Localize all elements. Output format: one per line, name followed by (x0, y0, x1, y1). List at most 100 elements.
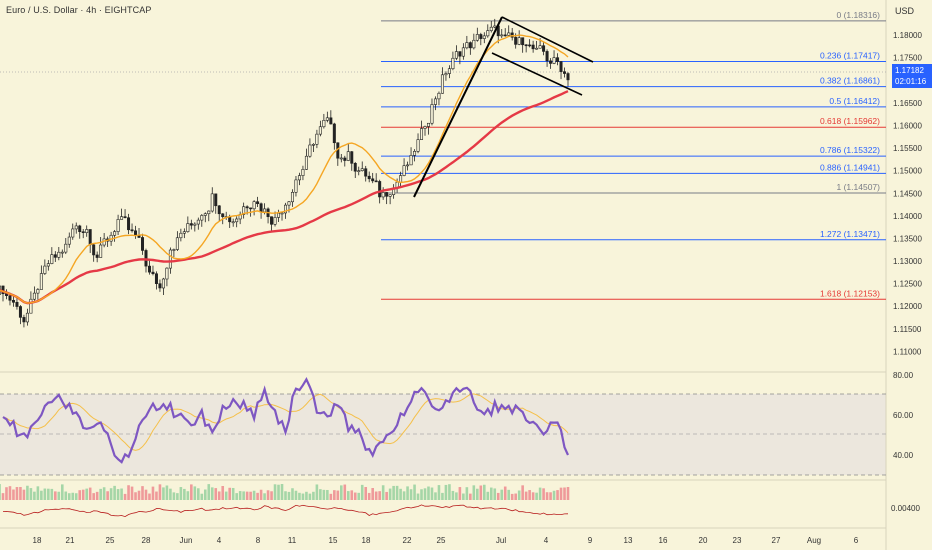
candle-body (85, 229, 89, 233)
volume-bar (444, 484, 448, 500)
candle-body (36, 289, 40, 294)
volume-bar (74, 493, 78, 500)
candle-body (39, 273, 43, 290)
candle-body (454, 51, 458, 59)
volume-bar (294, 490, 298, 500)
candle-body (556, 57, 560, 62)
candle-body (175, 237, 179, 250)
candle-body (249, 207, 253, 210)
volume-bar (5, 487, 8, 500)
candle-body (141, 237, 145, 251)
chart-title: Euro / U.S. Dollar · 4h · EIGHTCAP (6, 5, 152, 15)
volume-bar (500, 489, 504, 500)
volume-bar (57, 491, 61, 500)
flag-lower-trendline[interactable] (491, 52, 583, 96)
candle-body (161, 278, 165, 289)
volume-bar (430, 487, 434, 500)
volume-bar (200, 493, 204, 500)
candle-body (566, 73, 570, 81)
candle-body (165, 267, 169, 280)
volume-bar (514, 493, 517, 500)
candle-body (343, 157, 347, 161)
volume-bar (224, 491, 228, 500)
volume-bar (343, 484, 347, 500)
volume-bar (214, 488, 218, 500)
fib-level-label: 0.236 (1.17417) (820, 50, 880, 60)
volume-bar (333, 490, 336, 500)
candle-body (371, 178, 375, 182)
volume-bar (371, 488, 374, 500)
candle-body (203, 213, 207, 216)
volume-bar (67, 493, 71, 500)
candle-body (189, 223, 193, 226)
candle-body (308, 144, 312, 157)
flagpole-trendline[interactable] (413, 16, 503, 198)
candle-body (11, 299, 15, 303)
volume-bar (116, 489, 120, 500)
candle-body (99, 244, 103, 258)
candle-body (252, 201, 256, 210)
macd-tick-label: 0.00400 (891, 504, 920, 513)
candle-body (22, 317, 26, 323)
current-price-value: 1.17182 (895, 66, 924, 75)
fib-level-label: 0.886 (1.14941) (820, 162, 880, 172)
volume-bar (305, 491, 308, 500)
candle-body (346, 151, 350, 161)
time-tick-label: 15 (329, 536, 338, 545)
volume-bar (476, 488, 479, 500)
candle-body (406, 164, 410, 167)
candle-body (245, 206, 249, 209)
volume-bar (88, 487, 92, 500)
candle-body (116, 219, 120, 232)
volume-bar (169, 488, 172, 500)
volume-bar (521, 485, 524, 500)
candle-body (151, 271, 155, 275)
volume-bar (252, 490, 256, 500)
candle-body (127, 217, 131, 231)
candle-body (542, 45, 546, 52)
volume-bar (336, 490, 340, 500)
candle-body (503, 34, 507, 37)
candle-body (92, 244, 96, 256)
volume-bar (528, 490, 531, 500)
volume-bar (179, 487, 183, 500)
candle-body (277, 212, 281, 218)
volume-bar (420, 489, 423, 500)
volume-bar (291, 488, 294, 500)
price-tick-label: 1.16500 (893, 99, 922, 108)
candle-body (15, 301, 19, 307)
time-tick-label: 18 (362, 536, 371, 545)
time-tick-label: 28 (142, 536, 151, 545)
volume-bar (340, 485, 343, 500)
volume-bar (78, 490, 82, 500)
price-tick-label: 1.17500 (893, 54, 922, 63)
candle-body (231, 221, 235, 224)
time-tick-label: 25 (437, 536, 446, 545)
candle-body (367, 175, 371, 180)
volume-bar (322, 489, 326, 500)
volume-bar (40, 490, 43, 500)
candle-body (465, 42, 469, 49)
candle-body (88, 229, 92, 246)
candle-body (521, 37, 525, 46)
candle-body (50, 254, 54, 264)
candle-body (200, 215, 204, 221)
candle-body (301, 169, 305, 176)
currency-label[interactable]: USD (894, 6, 914, 16)
candle-body (280, 212, 284, 215)
candle-body (535, 47, 539, 50)
time-tick-label: 21 (66, 536, 75, 545)
candle-body (57, 251, 61, 258)
flag-upper-trendline[interactable] (501, 16, 594, 63)
candle-body (221, 213, 225, 217)
volume-bar (141, 486, 144, 500)
rsi-tick-label: 60.00 (893, 411, 914, 420)
volume-bar (437, 485, 441, 500)
volume-bar (193, 486, 197, 500)
candle-body (399, 175, 403, 183)
volume-bar (231, 487, 235, 500)
volume-bar (144, 489, 148, 500)
volume-bar (416, 493, 420, 500)
volume-bar (238, 491, 242, 500)
